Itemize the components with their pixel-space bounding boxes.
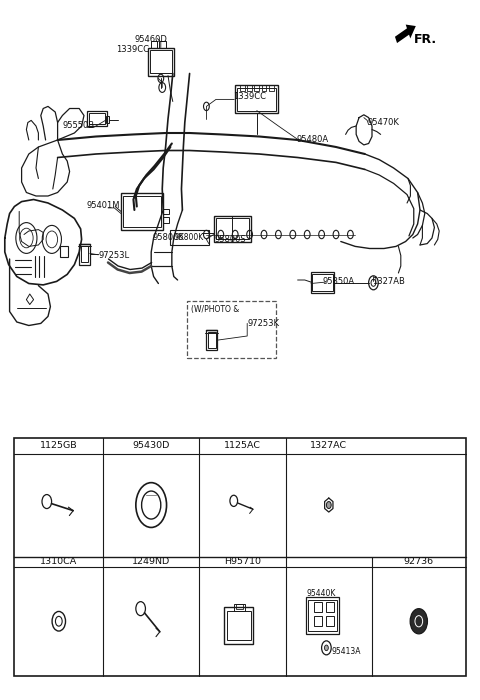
- Bar: [148, 48, 174, 76]
- Bar: [187, 301, 276, 358]
- Circle shape: [324, 645, 328, 651]
- Text: 1249ND: 1249ND: [132, 557, 170, 566]
- Bar: [87, 111, 107, 126]
- Text: 95430D: 95430D: [132, 441, 170, 450]
- Text: 1339CC: 1339CC: [233, 92, 266, 101]
- Text: 95413A: 95413A: [332, 647, 361, 656]
- Bar: [306, 598, 339, 634]
- Text: 92736: 92736: [404, 557, 434, 566]
- Bar: [254, 85, 259, 91]
- Bar: [269, 85, 274, 91]
- Bar: [121, 193, 163, 230]
- Circle shape: [410, 608, 427, 634]
- Text: 97253L: 97253L: [98, 251, 130, 260]
- Bar: [163, 209, 169, 214]
- Text: 95480A: 95480A: [297, 136, 329, 144]
- Bar: [150, 50, 172, 73]
- Text: 95401M: 95401M: [86, 202, 120, 210]
- Bar: [106, 116, 109, 123]
- Text: 95850A: 95850A: [323, 277, 355, 286]
- Text: 97253K: 97253K: [247, 319, 279, 328]
- Bar: [79, 244, 90, 265]
- Text: 95470K: 95470K: [367, 118, 399, 127]
- Bar: [326, 617, 334, 626]
- Bar: [224, 607, 253, 644]
- Bar: [216, 218, 249, 239]
- Text: 1327AC: 1327AC: [310, 441, 348, 450]
- Bar: [236, 603, 243, 608]
- Text: 1125AC: 1125AC: [224, 441, 261, 450]
- Bar: [206, 330, 217, 350]
- Bar: [14, 438, 466, 676]
- Text: FR.: FR.: [414, 33, 437, 46]
- Bar: [247, 85, 252, 91]
- Bar: [81, 246, 88, 262]
- Text: 95800K: 95800K: [153, 234, 184, 242]
- Text: 1327AB: 1327AB: [372, 277, 405, 286]
- Bar: [314, 617, 322, 626]
- Bar: [214, 216, 251, 242]
- Bar: [314, 602, 322, 612]
- Text: 95800K: 95800K: [175, 233, 204, 242]
- Bar: [326, 602, 334, 612]
- Bar: [308, 600, 337, 631]
- Bar: [234, 603, 245, 610]
- FancyArrow shape: [395, 25, 416, 43]
- Text: 1310CA: 1310CA: [40, 557, 77, 566]
- Text: H95710: H95710: [224, 557, 261, 566]
- Text: 95460D: 95460D: [134, 35, 167, 43]
- Text: 1339CC: 1339CC: [116, 45, 149, 53]
- Bar: [235, 85, 278, 113]
- Circle shape: [326, 501, 331, 508]
- Text: 95800S: 95800S: [214, 235, 246, 244]
- Text: 95550B: 95550B: [62, 122, 95, 130]
- Bar: [123, 196, 161, 227]
- Bar: [60, 246, 68, 257]
- Bar: [312, 274, 333, 290]
- Bar: [311, 272, 334, 293]
- Text: 1125GB: 1125GB: [40, 441, 78, 450]
- Bar: [170, 230, 209, 245]
- Bar: [208, 332, 216, 348]
- Bar: [159, 41, 166, 48]
- Bar: [151, 41, 157, 48]
- Bar: [240, 85, 245, 91]
- Bar: [237, 88, 276, 111]
- Text: (W/PHOTO &: (W/PHOTO &: [191, 305, 240, 314]
- Bar: [89, 113, 105, 124]
- Bar: [262, 85, 266, 91]
- Text: 95440K: 95440K: [306, 589, 336, 598]
- Bar: [227, 610, 251, 640]
- Bar: [163, 217, 169, 223]
